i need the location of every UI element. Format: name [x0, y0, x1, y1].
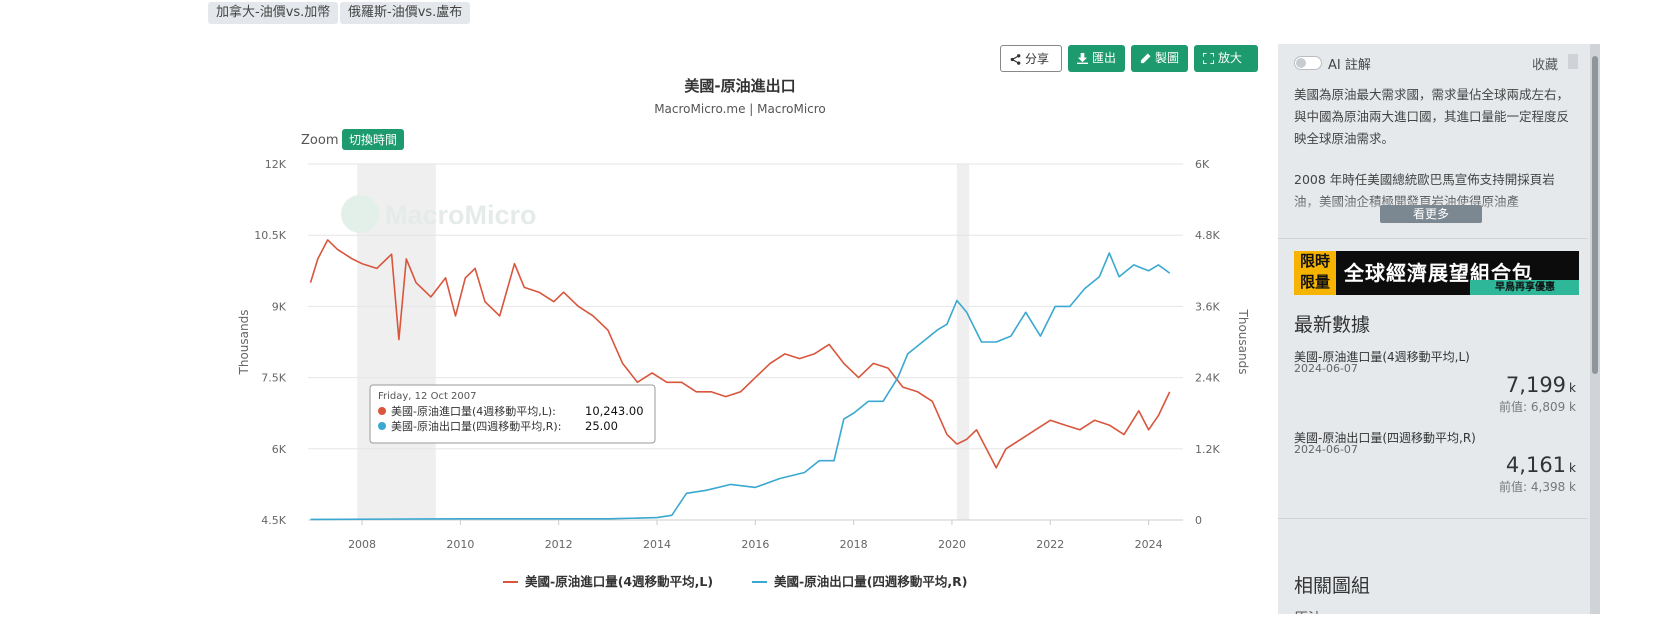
chart-title: 美國-原油進出口 — [684, 77, 795, 95]
side-panel: AI 註解 收藏 美國為原油最大需求國，需求量佔全球兩成左右，與中國為原油兩大進… — [1278, 44, 1598, 614]
x-tick-label: 2020 — [938, 538, 966, 551]
tooltip-date: Friday, 12 Oct 2007 — [378, 391, 477, 402]
panel-scroll-thumb[interactable] — [1592, 56, 1598, 374]
right-axis-title: Thousands — [1236, 309, 1250, 375]
ai-annotation-label: AI 註解 — [1328, 58, 1371, 73]
tooltip-label: 美國-原油進口量(4週移動平均,L): — [391, 404, 556, 418]
left-tick-label: 12K — [265, 158, 287, 171]
enlarge-button[interactable]: 放大 — [1194, 45, 1258, 72]
stat-value: 7,199 k — [1506, 373, 1576, 397]
stat-value-number: 4,161 — [1505, 453, 1567, 477]
tooltip-value: 25.00 — [585, 419, 618, 433]
draw-button[interactable]: 製圖 — [1131, 45, 1188, 72]
stat-name[interactable]: 美國-原油進口量(4週移動平均,L) — [1294, 350, 1470, 364]
right-tick-label: 2.4K — [1195, 372, 1220, 385]
watermark-logo — [341, 195, 379, 233]
right-tick-label: 1.2K — [1195, 443, 1220, 456]
banner-tag: 限時限量 — [1294, 251, 1336, 295]
tag-canada-oil[interactable]: 加拿大-油價vs.加幣 — [208, 2, 339, 24]
description-paragraph: 美國為原油最大需求國，需求量佔全球兩成左右，與中國為原油兩大進口國，其進口量能一… — [1294, 87, 1570, 146]
draw-label: 製圖 — [1155, 51, 1180, 65]
zoom-label: Zoom — [301, 133, 338, 148]
zoom-toggle-label: 切換時間 — [349, 133, 397, 147]
download-icon — [1077, 53, 1088, 64]
right-tick-label: 6K — [1195, 158, 1210, 171]
watermark-text: MacroMicro — [385, 200, 537, 230]
tooltip-marker — [378, 407, 386, 415]
stat-previous: 前值: 6,809 k — [1499, 400, 1576, 414]
related-charts-heading: 相關圖組 — [1294, 575, 1371, 597]
share-button[interactable]: 分享 — [1000, 45, 1062, 72]
x-tick-label: 2012 — [545, 538, 573, 551]
right-tick-label: 4.8K — [1195, 229, 1220, 242]
tag-russia-oil[interactable]: 俄羅斯-油價vs.盧布 — [340, 2, 471, 24]
banner-subtitle: 早鳥再享優惠 — [1470, 280, 1579, 295]
series-line — [309, 239, 1171, 469]
tooltip-marker — [378, 422, 386, 430]
export-button[interactable]: 匯出 — [1068, 45, 1125, 72]
x-tick-label: 2024 — [1135, 538, 1163, 551]
tooltip-value: 10,243.00 — [585, 404, 644, 418]
legend-label: 美國-原油出口量(四週移動平均,R) — [774, 574, 968, 589]
related-item-oil[interactable]: 原油 — [1294, 608, 1322, 614]
recession-shade — [956, 164, 970, 520]
ai-annotation-toggle[interactable] — [1294, 56, 1322, 70]
x-tick-label: 2010 — [446, 538, 474, 551]
see-more-button[interactable]: 看更多 — [1380, 205, 1482, 223]
left-axis-title: Thousands — [237, 310, 251, 376]
share-label: 分享 — [1025, 52, 1050, 66]
x-tick-label: 2014 — [643, 538, 671, 551]
series-line — [310, 252, 1171, 521]
stat-value-number: 7,199 — [1505, 373, 1567, 397]
bookmark-icon[interactable] — [1568, 54, 1578, 69]
chart-subtitle: MacroMicro.me | MacroMicro — [654, 102, 826, 116]
right-tick-label: 3.6K — [1195, 300, 1220, 313]
tooltip-label: 美國-原油出口量(四週移動平均,R): — [391, 419, 561, 433]
left-tick-label: 9K — [272, 300, 287, 313]
stat-date: 2024-06-07 — [1294, 443, 1358, 456]
divider — [1278, 238, 1588, 239]
favorite-label[interactable]: 收藏 — [1532, 58, 1559, 73]
export-label: 匯出 — [1092, 51, 1117, 65]
watermark: MacroMicro — [341, 195, 537, 233]
zoom-toggle-button[interactable] — [342, 129, 404, 150]
left-tick-label: 4.5K — [261, 514, 286, 527]
enlarge-label: 放大 — [1218, 51, 1243, 65]
divider — [1278, 518, 1588, 519]
x-tick-label: 2008 — [348, 538, 376, 551]
x-tick-label: 2016 — [741, 538, 769, 551]
legend-label: 美國-原油進口量(4週移動平均,L) — [525, 574, 713, 589]
x-tick-label: 2018 — [840, 538, 868, 551]
left-tick-label: 6K — [272, 443, 287, 456]
stat-date: 2024-06-07 — [1294, 362, 1358, 375]
left-tick-label: 7.5K — [261, 372, 286, 385]
stat-value-unit: k — [1569, 461, 1576, 475]
right-tick-label: 0 — [1195, 514, 1202, 527]
promo-banner[interactable]: 限時限量 全球經濟展望組合包 早鳥再享優惠 — [1294, 251, 1579, 295]
stat-previous: 前值: 4,398 k — [1499, 480, 1576, 494]
latest-data-heading: 最新數據 — [1294, 314, 1371, 336]
x-tick-label: 2022 — [1036, 538, 1064, 551]
chart: MacroMicro 美國-原油進出口 MacroMicro.me | Macr… — [237, 77, 1250, 589]
left-tick-label: 10.5K — [254, 229, 286, 242]
tooltip-box — [369, 384, 656, 444]
stat-name[interactable]: 美國-原油出口量(四週移動平均,R) — [1294, 431, 1476, 445]
stat-value: 4,161 k — [1506, 453, 1576, 477]
stat-value-unit: k — [1569, 381, 1576, 395]
pencil-icon — [1140, 53, 1151, 64]
share-icon — [1010, 54, 1021, 65]
